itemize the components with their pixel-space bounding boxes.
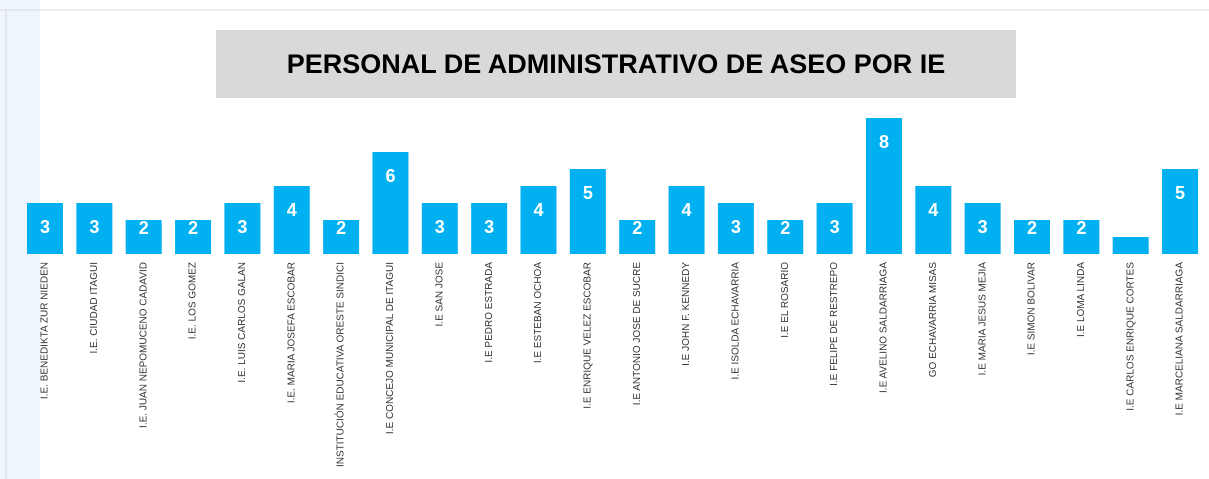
x-tick-label: I.E. LOS GOMEZ (188, 262, 199, 339)
bar (421, 203, 458, 254)
x-tick-label: I.E LOMA LINDA (1076, 262, 1087, 337)
x-tick-label: I.E ANTONIO JOSE DE SUCRE (632, 262, 643, 406)
value-label: 2 (632, 218, 642, 238)
x-tick-label: I.E ENRIQUE VELEZ ESCOBAR (582, 262, 593, 409)
x-tick-label: I.E ESTEBAN OCHOA (533, 262, 544, 363)
title-box (216, 30, 1016, 98)
value-label: 8 (879, 132, 889, 152)
value-label: 3 (435, 217, 445, 237)
x-tick-label: I.E. LUIS CARLOS GALAN (237, 262, 248, 383)
bar (767, 220, 804, 254)
decoration (0, 0, 40, 479)
x-tick-label: I.E MARIA JESUS MEJIA (977, 262, 988, 376)
x-tick-label: I.E EL ROSARIO (780, 262, 791, 338)
bar (76, 203, 113, 254)
value-label: 2 (188, 218, 198, 238)
bar (915, 186, 952, 254)
value-label: 4 (287, 200, 297, 220)
x-tick-label: I.E. MARIA JOSEFA ESCOBAR (286, 262, 297, 403)
x-tick-label: I.E AVELINO SALDARRIAGA (879, 262, 890, 393)
x-tick-label: I.E ISOLDA ECHAVARRIA (731, 262, 742, 380)
bar (569, 169, 606, 254)
value-label: 2 (1076, 218, 1086, 238)
value-label: 5 (1175, 183, 1185, 203)
x-tick-label: GO ECHAVARRIA MISAS (928, 262, 939, 378)
bar (273, 186, 310, 254)
x-tick-label: I.E. CIUDAD ITAGUI (89, 262, 100, 354)
bar (1063, 220, 1100, 254)
bar (717, 203, 754, 254)
value-label: 2 (139, 218, 149, 238)
value-label: 4 (682, 200, 692, 220)
value-label: 4 (928, 200, 938, 220)
bar (1162, 169, 1199, 254)
x-tick-label: I.E MARCELIANA SALDARRIAGA (1175, 262, 1186, 416)
bar (865, 118, 902, 254)
value-label: 3 (237, 217, 247, 237)
value-label: 3 (731, 217, 741, 237)
bar (1014, 220, 1050, 254)
value-label: 5 (583, 183, 593, 203)
bar (1112, 237, 1149, 254)
value-label: 2 (1027, 218, 1037, 238)
value-label: 2 (780, 218, 790, 238)
x-tick-label: I.E CONCEJO MUNICIPAL DE ITAGUI (385, 262, 396, 434)
x-tick-label: I.E SAN JOSE (434, 262, 445, 327)
value-label: 3 (484, 217, 494, 237)
x-tick-label: I.E PEDRO ESTRADA (484, 262, 495, 363)
x-tick-label: I.E. JUAN NEPOMUCENO CADAVID (138, 262, 149, 428)
value-label: 3 (89, 217, 99, 237)
bar (520, 186, 557, 254)
value-label: 2 (336, 218, 346, 238)
bar (125, 220, 162, 254)
value-label: 3 (830, 217, 840, 237)
bar (471, 203, 508, 254)
bar (816, 203, 853, 254)
bar (27, 203, 63, 254)
x-tick-label: I.E FELIPE DE RESTREPO (829, 262, 840, 386)
chart-title: PERSONAL DE ADMINISTRATIVO DE ASEO POR I… (287, 49, 946, 79)
value-label: 3 (978, 217, 988, 237)
bar (668, 186, 705, 254)
value-label: 4 (533, 200, 543, 220)
x-tick-label: I.E JOHN F. KENNEDY (681, 262, 692, 366)
x-tick-label: I.E CARLOS ENRIQUE CORTES (1125, 262, 1136, 411)
bar (372, 152, 409, 254)
bar (224, 203, 261, 254)
value-label: 3 (40, 217, 50, 237)
bar (619, 220, 656, 254)
bar (964, 203, 1001, 254)
x-tick-label: I.E SIMON BOLIVAR (1027, 262, 1038, 355)
x-tick-label: INSTITUCIÓN EDUCATIVA ORESTE SINDICI (334, 262, 347, 467)
x-tick-label: I.E. BENEDIKTA ZUR NIEDEN (40, 262, 51, 399)
value-label: 6 (385, 166, 395, 186)
bar (175, 220, 212, 254)
bar (323, 220, 360, 254)
